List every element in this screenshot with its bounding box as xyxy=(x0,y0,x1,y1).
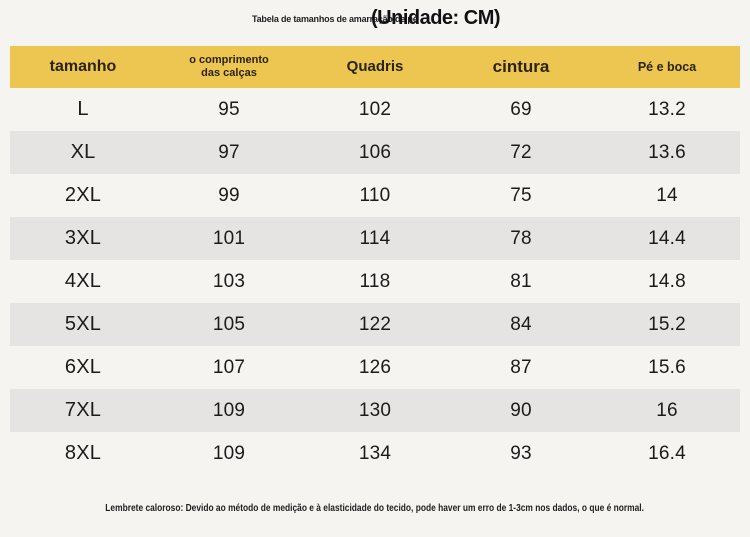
waist-cell: 72 xyxy=(510,141,532,163)
column-header-leg-opening: Pé e boca xyxy=(637,59,697,74)
pant-length-cell: 97 xyxy=(218,141,240,163)
table-row: 8XL 109 134 93 16.4 xyxy=(10,432,740,475)
leg-opening-cell: 16.4 xyxy=(648,442,686,464)
title-area: Tabela de tamanhos de amarração de pé (U… xyxy=(0,0,750,46)
footnote-area: Lembrete caloroso: Devido ao método de m… xyxy=(0,498,750,516)
size-cell: 7XL xyxy=(64,399,102,421)
size-cell: 3XL xyxy=(64,227,102,249)
table-row: 5XL 105 122 84 15.2 xyxy=(10,303,740,346)
pant-length-cell: 95 xyxy=(218,98,240,120)
hips-cell: 118 xyxy=(359,270,391,292)
leg-opening-cell: 13.6 xyxy=(648,141,686,163)
table-row: 6XL 107 126 87 15.6 xyxy=(10,346,740,389)
waist-cell: 84 xyxy=(510,313,532,335)
pant-length-cell: 103 xyxy=(212,270,246,292)
size-cell: 2XL xyxy=(64,184,102,206)
size-cell: 5XL xyxy=(64,313,102,335)
size-cell: 6XL xyxy=(64,356,102,378)
pant-length-cell: 109 xyxy=(212,442,246,464)
unit-label: (Unidade: CM) xyxy=(371,7,501,29)
hips-cell: 102 xyxy=(358,98,392,120)
column-header-waist: cintura xyxy=(492,56,550,76)
pant-length-cell: 107 xyxy=(212,356,246,378)
measurement-disclaimer: Lembrete caloroso: Devido ao método de m… xyxy=(105,503,645,514)
table-row: 7XL 109 130 90 16 xyxy=(10,389,740,432)
hips-cell: 134 xyxy=(358,442,392,464)
pant-length-cell: 101 xyxy=(212,227,246,249)
waist-cell: 75 xyxy=(510,184,532,206)
table-row: L 95 102 69 13.2 xyxy=(10,88,740,131)
table-body: L 95 102 69 13.2 XL 97 106 72 13.6 2XL 9… xyxy=(10,88,740,475)
table-header-row: tamanho o comprimento das calças Quadris… xyxy=(10,46,740,88)
hips-cell: 110 xyxy=(359,184,391,206)
size-cell: 8XL xyxy=(64,442,102,464)
chart-subtitle: Tabela de tamanhos de amarração de pé xyxy=(252,14,418,24)
size-cell: 4XL xyxy=(64,270,102,292)
size-table: tamanho o comprimento das calças Quadris… xyxy=(10,46,740,475)
table-row: 4XL 103 118 81 14.8 xyxy=(10,260,740,303)
hips-cell: 122 xyxy=(358,313,392,335)
waist-cell: 81 xyxy=(510,270,532,292)
column-header-size: tamanho xyxy=(49,58,117,76)
hips-cell: 106 xyxy=(358,141,392,163)
leg-opening-cell: 15.6 xyxy=(648,356,686,378)
leg-opening-cell: 13.2 xyxy=(648,98,686,120)
table-row: XL 97 106 72 13.6 xyxy=(10,131,740,174)
hips-cell: 126 xyxy=(358,356,392,378)
waist-cell: 90 xyxy=(510,399,532,421)
leg-opening-cell: 14.4 xyxy=(648,227,686,249)
waist-cell: 93 xyxy=(510,442,532,464)
leg-opening-cell: 14.8 xyxy=(648,270,686,292)
pant-length-cell: 99 xyxy=(218,184,240,206)
leg-opening-cell: 14 xyxy=(656,184,678,206)
waist-cell: 87 xyxy=(510,356,532,378)
hips-cell: 114 xyxy=(359,227,391,249)
hips-cell: 130 xyxy=(358,399,392,421)
table-row: 3XL 101 114 78 14.4 xyxy=(10,217,740,260)
table-row: 2XL 99 110 75 14 xyxy=(10,174,740,217)
waist-cell: 69 xyxy=(510,98,532,120)
leg-opening-cell: 16 xyxy=(656,399,678,421)
column-header-pant-length: o comprimento das calças xyxy=(189,53,269,79)
pant-length-cell: 109 xyxy=(212,399,246,421)
waist-cell: 78 xyxy=(510,227,532,249)
size-cell: L xyxy=(77,98,89,120)
leg-opening-cell: 15.2 xyxy=(648,313,686,335)
size-cell: XL xyxy=(70,141,96,163)
column-header-hips: Quadris xyxy=(346,58,404,75)
pant-length-cell: 105 xyxy=(212,313,246,335)
